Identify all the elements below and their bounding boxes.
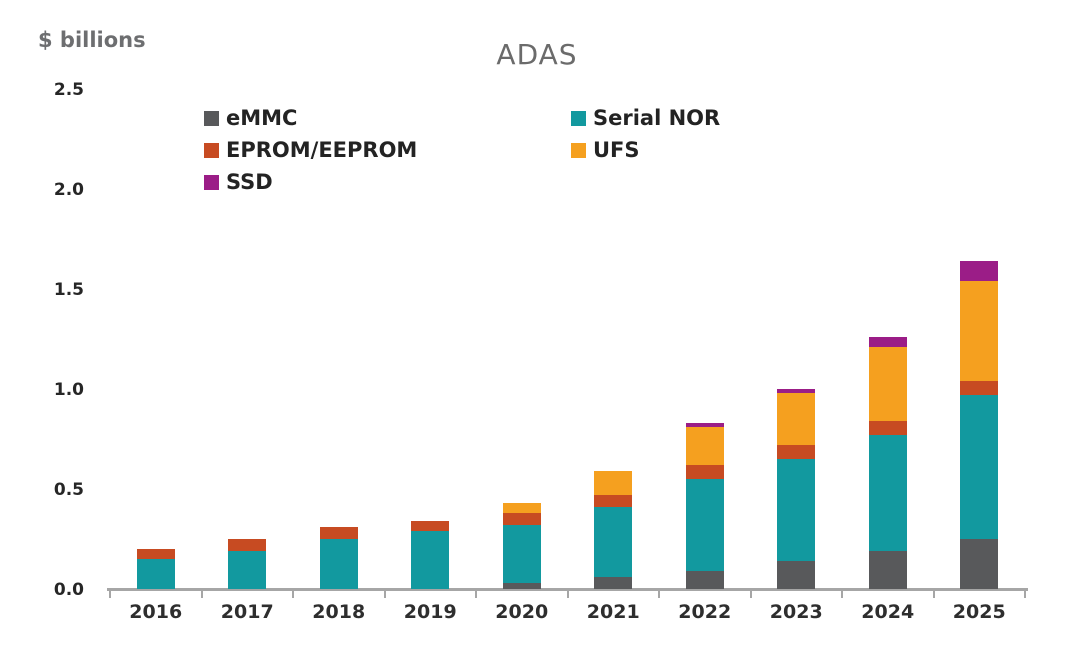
bar-segment-2024-serial-nor	[868, 435, 907, 551]
bar-segment-2023-serial-nor	[777, 459, 816, 561]
bar-segment-2024-ssd	[868, 337, 907, 347]
bar-segment-2016-serial-nor	[136, 559, 175, 589]
x-axis-label-2022: 2022	[678, 601, 732, 623]
bar-segment-2017-eprom-eeprom	[228, 539, 267, 551]
bar-segment-2020-ufs	[502, 503, 541, 513]
x-axis-label-2019: 2019	[403, 601, 457, 623]
y-tick-label-0.0: 0.0	[53, 580, 84, 600]
chart-title: ADAS	[496, 38, 578, 71]
bar-segment-2019-eprom-eeprom	[411, 521, 450, 531]
x-axis-tick	[749, 588, 752, 598]
x-axis-label-2016: 2016	[129, 601, 183, 623]
bar-segment-2021-serial-nor	[594, 507, 633, 577]
legend-item-serial-nor: Serial NOR	[571, 102, 720, 134]
legend-swatch-ssd	[204, 174, 219, 190]
x-axis-tick	[383, 588, 386, 598]
x-axis-tick	[200, 588, 203, 598]
y-tick-label-1.0: 1.0	[53, 380, 84, 400]
x-axis-tick	[292, 588, 294, 598]
x-axis-tick	[932, 588, 935, 598]
y-tick-label-2.0: 2.0	[53, 180, 84, 200]
bar-segment-2025-ssd	[960, 261, 999, 281]
legend-item-ufs: UFS	[571, 134, 720, 166]
bar-segment-2022-serial-nor	[685, 479, 724, 571]
x-axis-tick	[475, 588, 477, 598]
bar-segment-2023-eprom-eeprom	[777, 445, 816, 459]
legend-item-ssd: SSD	[204, 166, 417, 198]
y-tick-label-0.5: 0.5	[53, 480, 84, 500]
bar-segment-2019-serial-nor	[411, 531, 450, 589]
legend-item-eprom-eeprom: EPROM/EEPROM	[204, 134, 417, 166]
x-axis-label-2021: 2021	[586, 601, 640, 623]
bar-segment-2018-serial-nor	[319, 539, 358, 589]
y-tick-label-2.5: 2.5	[53, 80, 84, 100]
legend-label-serial-nor: Serial NOR	[593, 106, 721, 130]
bar-segment-2024-eprom-eeprom	[868, 421, 907, 435]
x-axis-label-2024: 2024	[861, 601, 915, 623]
bar-segment-2017-serial-nor	[228, 551, 267, 589]
x-axis-label-2020: 2020	[495, 601, 549, 623]
legend-swatch-ufs	[571, 142, 586, 158]
bar-segment-2021-ufs	[594, 471, 633, 495]
x-axis-label-2018: 2018	[312, 601, 366, 623]
bar-segment-2023-ufs	[777, 393, 816, 445]
bar-segment-2021-emmc	[594, 577, 633, 589]
bar-segment-2018-eprom-eeprom	[319, 527, 358, 539]
legend-column-1: eMMC EPROM/EEPROM SSD	[204, 102, 417, 198]
legend-swatch-eprom-eeprom	[204, 142, 219, 158]
x-axis-tick	[841, 588, 843, 598]
bar-segment-2021-eprom-eeprom	[594, 495, 633, 507]
bar-segment-2025-serial-nor	[960, 395, 999, 539]
bar-segment-2022-emmc	[685, 571, 724, 589]
bar-segment-2025-emmc	[960, 539, 999, 589]
bar-segment-2025-ufs	[960, 281, 999, 381]
bar-segment-2023-emmc	[777, 561, 816, 589]
bar-segment-2016-eprom-eeprom	[136, 549, 175, 559]
x-axis-tick	[566, 588, 569, 598]
legend-item-emmc: eMMC	[204, 102, 417, 134]
x-axis-label-2017: 2017	[220, 601, 274, 623]
x-axis-tick	[658, 588, 660, 598]
bar-segment-2024-emmc	[868, 551, 907, 589]
x-axis-label-2023: 2023	[769, 601, 823, 623]
bar-segment-2020-serial-nor	[502, 525, 541, 583]
legend-swatch-serial-nor	[571, 110, 586, 126]
y-tick-label-1.5: 1.5	[53, 280, 84, 300]
legend-label-ssd: SSD	[226, 170, 273, 194]
x-axis-tick	[1024, 588, 1026, 598]
y-axis-unit-label: $ billions	[38, 28, 146, 52]
legend-label-ufs: UFS	[593, 138, 640, 162]
bar-segment-2023-ssd	[777, 389, 816, 393]
bar-segment-2020-emmc	[502, 583, 541, 589]
bar-segment-2024-ufs	[868, 347, 907, 421]
bar-segment-2020-eprom-eeprom	[502, 513, 541, 525]
bar-segment-2022-ufs	[685, 427, 724, 465]
legend-label-emmc: eMMC	[226, 106, 298, 130]
legend-label-eprom-eeprom: EPROM/EEPROM	[226, 138, 418, 162]
x-axis-label-2025: 2025	[952, 601, 1006, 623]
bar-segment-2025-eprom-eeprom	[960, 381, 999, 395]
legend-swatch-emmc	[204, 110, 219, 126]
x-axis-tick	[109, 588, 111, 598]
legend-column-2: Serial NOR UFS	[571, 102, 720, 166]
bar-segment-2022-eprom-eeprom	[685, 465, 724, 479]
bar-segment-2022-ssd	[685, 423, 724, 427]
